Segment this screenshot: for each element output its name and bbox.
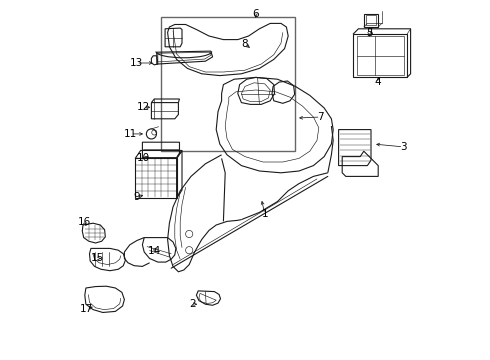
Text: 11: 11 xyxy=(124,129,137,139)
Text: 10: 10 xyxy=(137,153,150,163)
Text: 12: 12 xyxy=(137,102,150,112)
Text: 13: 13 xyxy=(130,58,143,68)
Text: 15: 15 xyxy=(91,253,104,264)
Text: 14: 14 xyxy=(147,246,161,256)
Text: 5: 5 xyxy=(366,28,372,38)
Text: 16: 16 xyxy=(78,217,92,228)
Text: 1: 1 xyxy=(262,209,268,219)
Text: 7: 7 xyxy=(318,112,324,122)
Text: 9: 9 xyxy=(133,192,140,202)
Text: 4: 4 xyxy=(375,77,382,87)
Text: 2: 2 xyxy=(190,299,196,309)
Text: 8: 8 xyxy=(242,39,248,49)
Text: 17: 17 xyxy=(80,304,93,314)
Text: 6: 6 xyxy=(252,9,259,19)
Bar xyxy=(162,17,295,151)
Text: 3: 3 xyxy=(400,142,407,152)
